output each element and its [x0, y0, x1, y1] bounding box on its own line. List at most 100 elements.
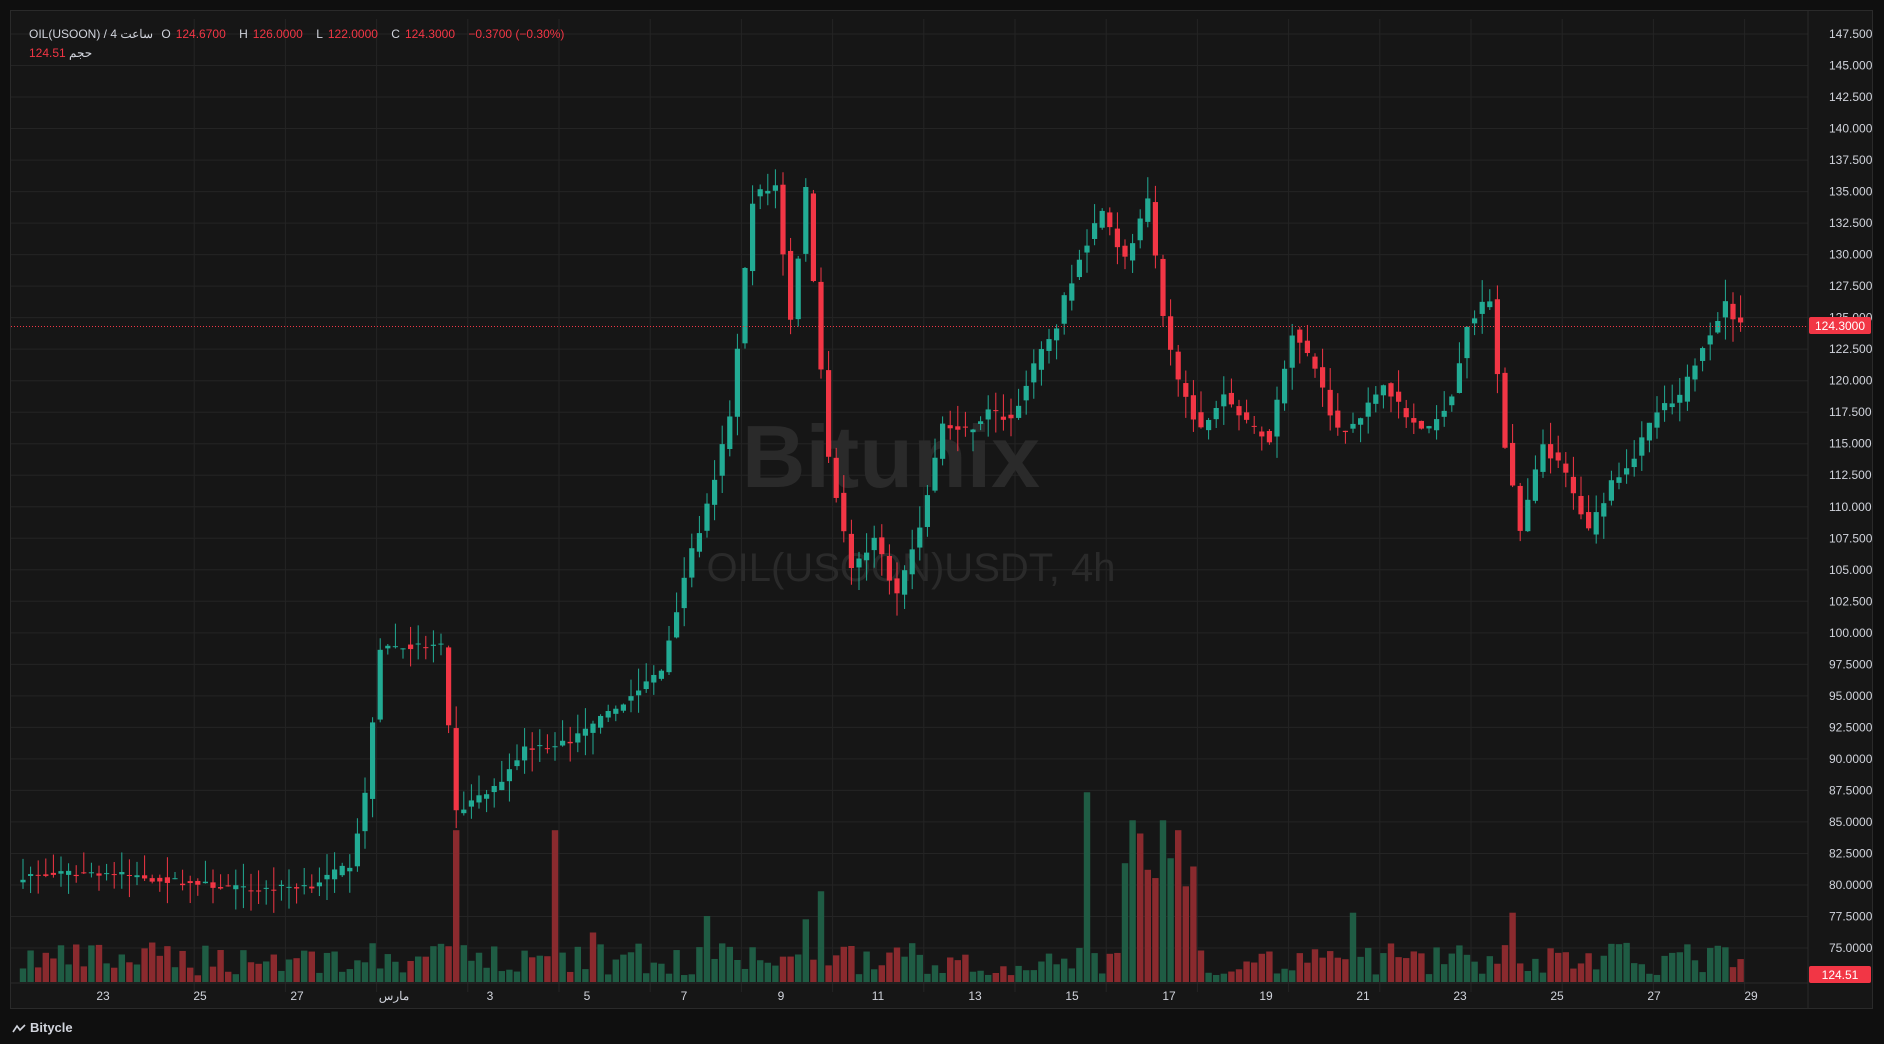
candle-body	[985, 409, 991, 420]
volume-bar	[126, 962, 133, 982]
volume-value-badge: 124.51	[1809, 966, 1871, 983]
price-tick-label: 87.5000	[1829, 783, 1872, 797]
candle-body	[841, 492, 847, 532]
candle-body	[286, 886, 292, 888]
candle-body	[1365, 402, 1371, 417]
candle-body	[1152, 202, 1158, 256]
candle-body	[1396, 391, 1402, 402]
volume-bar	[612, 959, 619, 982]
candle-body	[689, 548, 695, 578]
volume-bar	[779, 956, 787, 982]
volume-bar	[855, 974, 863, 982]
candle-body	[1228, 392, 1234, 405]
candle-body	[1297, 329, 1303, 343]
candle-body	[598, 715, 604, 728]
candle-body	[1282, 368, 1288, 404]
volume-bar	[80, 966, 87, 982]
candle-body	[1738, 317, 1744, 323]
volume-bar	[764, 962, 771, 982]
volume-bar	[696, 947, 703, 982]
candle-body	[1236, 406, 1242, 416]
volume-bar	[1707, 947, 1714, 982]
candle-body	[970, 429, 976, 433]
volume-bar	[1083, 792, 1091, 982]
candle-layer	[20, 169, 1744, 913]
candle-body	[1076, 259, 1082, 278]
candle-body	[643, 681, 649, 690]
volume-bar	[1494, 963, 1501, 982]
candle-body	[240, 886, 246, 888]
volume-bar	[1669, 952, 1676, 982]
volume-bar	[1045, 953, 1053, 982]
candle-body	[423, 647, 429, 649]
candle-body	[924, 495, 930, 527]
time-axis[interactable]: 23 25 27 مارس 3 5 7 9 11 13 15 17 19 21 23 25 27 29	[11, 982, 1808, 1003]
volume-bar	[772, 965, 779, 982]
time-tick-label: 27	[1647, 989, 1661, 1003]
candle-body	[712, 479, 718, 505]
volume-bar	[863, 951, 870, 982]
price-axis[interactable]: 147.5000 145.0000 142.5000 140.0000 137.5000…	[1807, 11, 1872, 1008]
volume-bar	[787, 956, 794, 982]
volume-bar	[1175, 830, 1182, 982]
volume-bar	[331, 951, 338, 982]
candle-body	[1494, 299, 1500, 375]
time-tick-label: 9	[778, 989, 785, 1003]
candle-body	[1274, 399, 1280, 437]
candle-body	[1130, 243, 1136, 261]
volume-bar	[263, 961, 270, 982]
volume-bar	[1615, 944, 1623, 982]
time-tick-label: 11	[872, 989, 885, 1003]
candle-body	[1548, 444, 1554, 459]
candle-body	[484, 794, 490, 799]
candle-body	[1449, 396, 1455, 406]
candle-body	[1684, 376, 1690, 402]
close-label: C	[391, 27, 400, 41]
volume-bar	[285, 959, 293, 982]
time-tick-label: 23	[1453, 989, 1467, 1003]
volume-bar	[301, 950, 308, 982]
volume-label[interactable]: حجم	[69, 46, 93, 60]
volume-bar	[848, 945, 855, 982]
volume-bar	[992, 973, 999, 982]
volume-bar	[377, 968, 384, 982]
volume-bar	[149, 942, 156, 982]
volume-bar	[825, 965, 832, 982]
candle-body	[544, 748, 550, 750]
candle-body	[765, 190, 771, 194]
volume-value: 124.51	[29, 46, 66, 60]
candle-body	[803, 186, 809, 254]
candle-body	[757, 189, 763, 197]
volume-bar	[901, 956, 908, 982]
volume-bar	[1281, 968, 1288, 982]
candle-body	[826, 370, 832, 457]
volume-bar	[589, 932, 597, 982]
candlestick-chart[interactable]: Bitunix OIL(USOON)USDT, 4h 147.5000145.0…	[11, 11, 1872, 1008]
volume-bar	[1562, 952, 1569, 982]
candle-body	[301, 885, 307, 887]
volume-bar	[498, 971, 505, 982]
volume-bar	[1327, 951, 1334, 982]
candle-body	[1654, 412, 1660, 428]
candle-body	[1707, 335, 1713, 345]
candle-body	[1244, 412, 1250, 420]
price-tick-label: 85.0000	[1829, 815, 1872, 829]
footer-logo[interactable]: Bitycle	[12, 1020, 73, 1035]
volume-bar	[42, 952, 49, 982]
candle-body	[271, 889, 277, 891]
price-tick-label: 100.0000	[1829, 626, 1872, 640]
candle-body	[1054, 328, 1060, 341]
candle-body	[636, 690, 642, 696]
symbol-label[interactable]: OIL(USOON) / 4 ساعت	[29, 27, 154, 41]
price-tick-label: 120.0000	[1829, 374, 1872, 388]
candle-body	[1342, 430, 1348, 433]
volume-bar	[483, 967, 490, 982]
candle-body	[1084, 245, 1090, 253]
candle-body	[856, 558, 862, 568]
volume-bar	[1577, 963, 1585, 982]
candle-body	[902, 570, 908, 595]
candle-body	[537, 745, 543, 747]
candle-body	[1380, 385, 1386, 396]
volume-bar	[1152, 878, 1159, 982]
volume-bar	[605, 974, 612, 982]
